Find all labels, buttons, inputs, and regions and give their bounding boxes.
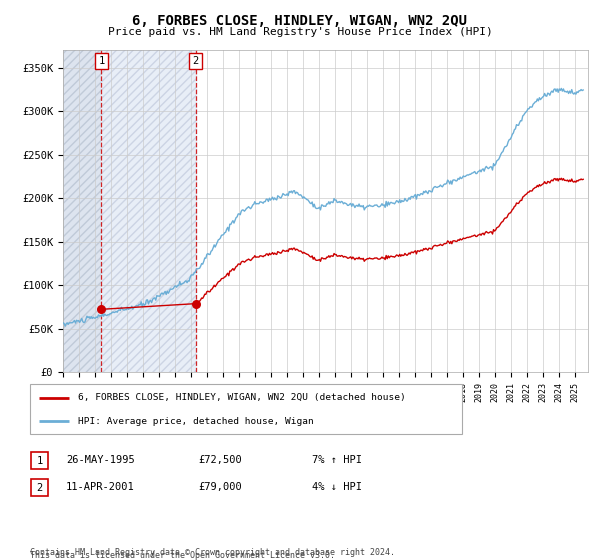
FancyBboxPatch shape [30, 384, 462, 434]
Text: 1: 1 [98, 56, 104, 66]
Text: 26-MAY-1995: 26-MAY-1995 [66, 455, 135, 465]
FancyBboxPatch shape [31, 452, 48, 469]
Text: HPI: Average price, detached house, Wigan: HPI: Average price, detached house, Wiga… [77, 417, 313, 426]
Text: £79,000: £79,000 [198, 482, 242, 492]
Text: 1: 1 [37, 456, 43, 466]
Text: 4% ↓ HPI: 4% ↓ HPI [312, 482, 362, 492]
Bar [63, 50, 101, 372]
Text: This data is licensed under the Open Government Licence v3.0.: This data is licensed under the Open Gov… [30, 551, 335, 560]
Text: 6, FORBES CLOSE, HINDLEY, WIGAN, WN2 2QU: 6, FORBES CLOSE, HINDLEY, WIGAN, WN2 2QU [133, 14, 467, 28]
FancyBboxPatch shape [31, 479, 48, 496]
Text: £72,500: £72,500 [198, 455, 242, 465]
Text: 2: 2 [193, 56, 199, 66]
Text: Contains HM Land Registry data © Crown copyright and database right 2024.: Contains HM Land Registry data © Crown c… [30, 548, 395, 557]
Bar [101, 50, 196, 372]
Bar [63, 50, 101, 372]
Bar [101, 50, 196, 372]
Point [97, 305, 106, 314]
Text: 11-APR-2001: 11-APR-2001 [66, 482, 135, 492]
Point [191, 299, 200, 308]
Text: 2: 2 [37, 483, 43, 493]
Text: 6, FORBES CLOSE, HINDLEY, WIGAN, WN2 2QU (detached house): 6, FORBES CLOSE, HINDLEY, WIGAN, WN2 2QU… [77, 393, 405, 402]
Text: 7% ↑ HPI: 7% ↑ HPI [312, 455, 362, 465]
Text: Price paid vs. HM Land Registry's House Price Index (HPI): Price paid vs. HM Land Registry's House … [107, 27, 493, 37]
